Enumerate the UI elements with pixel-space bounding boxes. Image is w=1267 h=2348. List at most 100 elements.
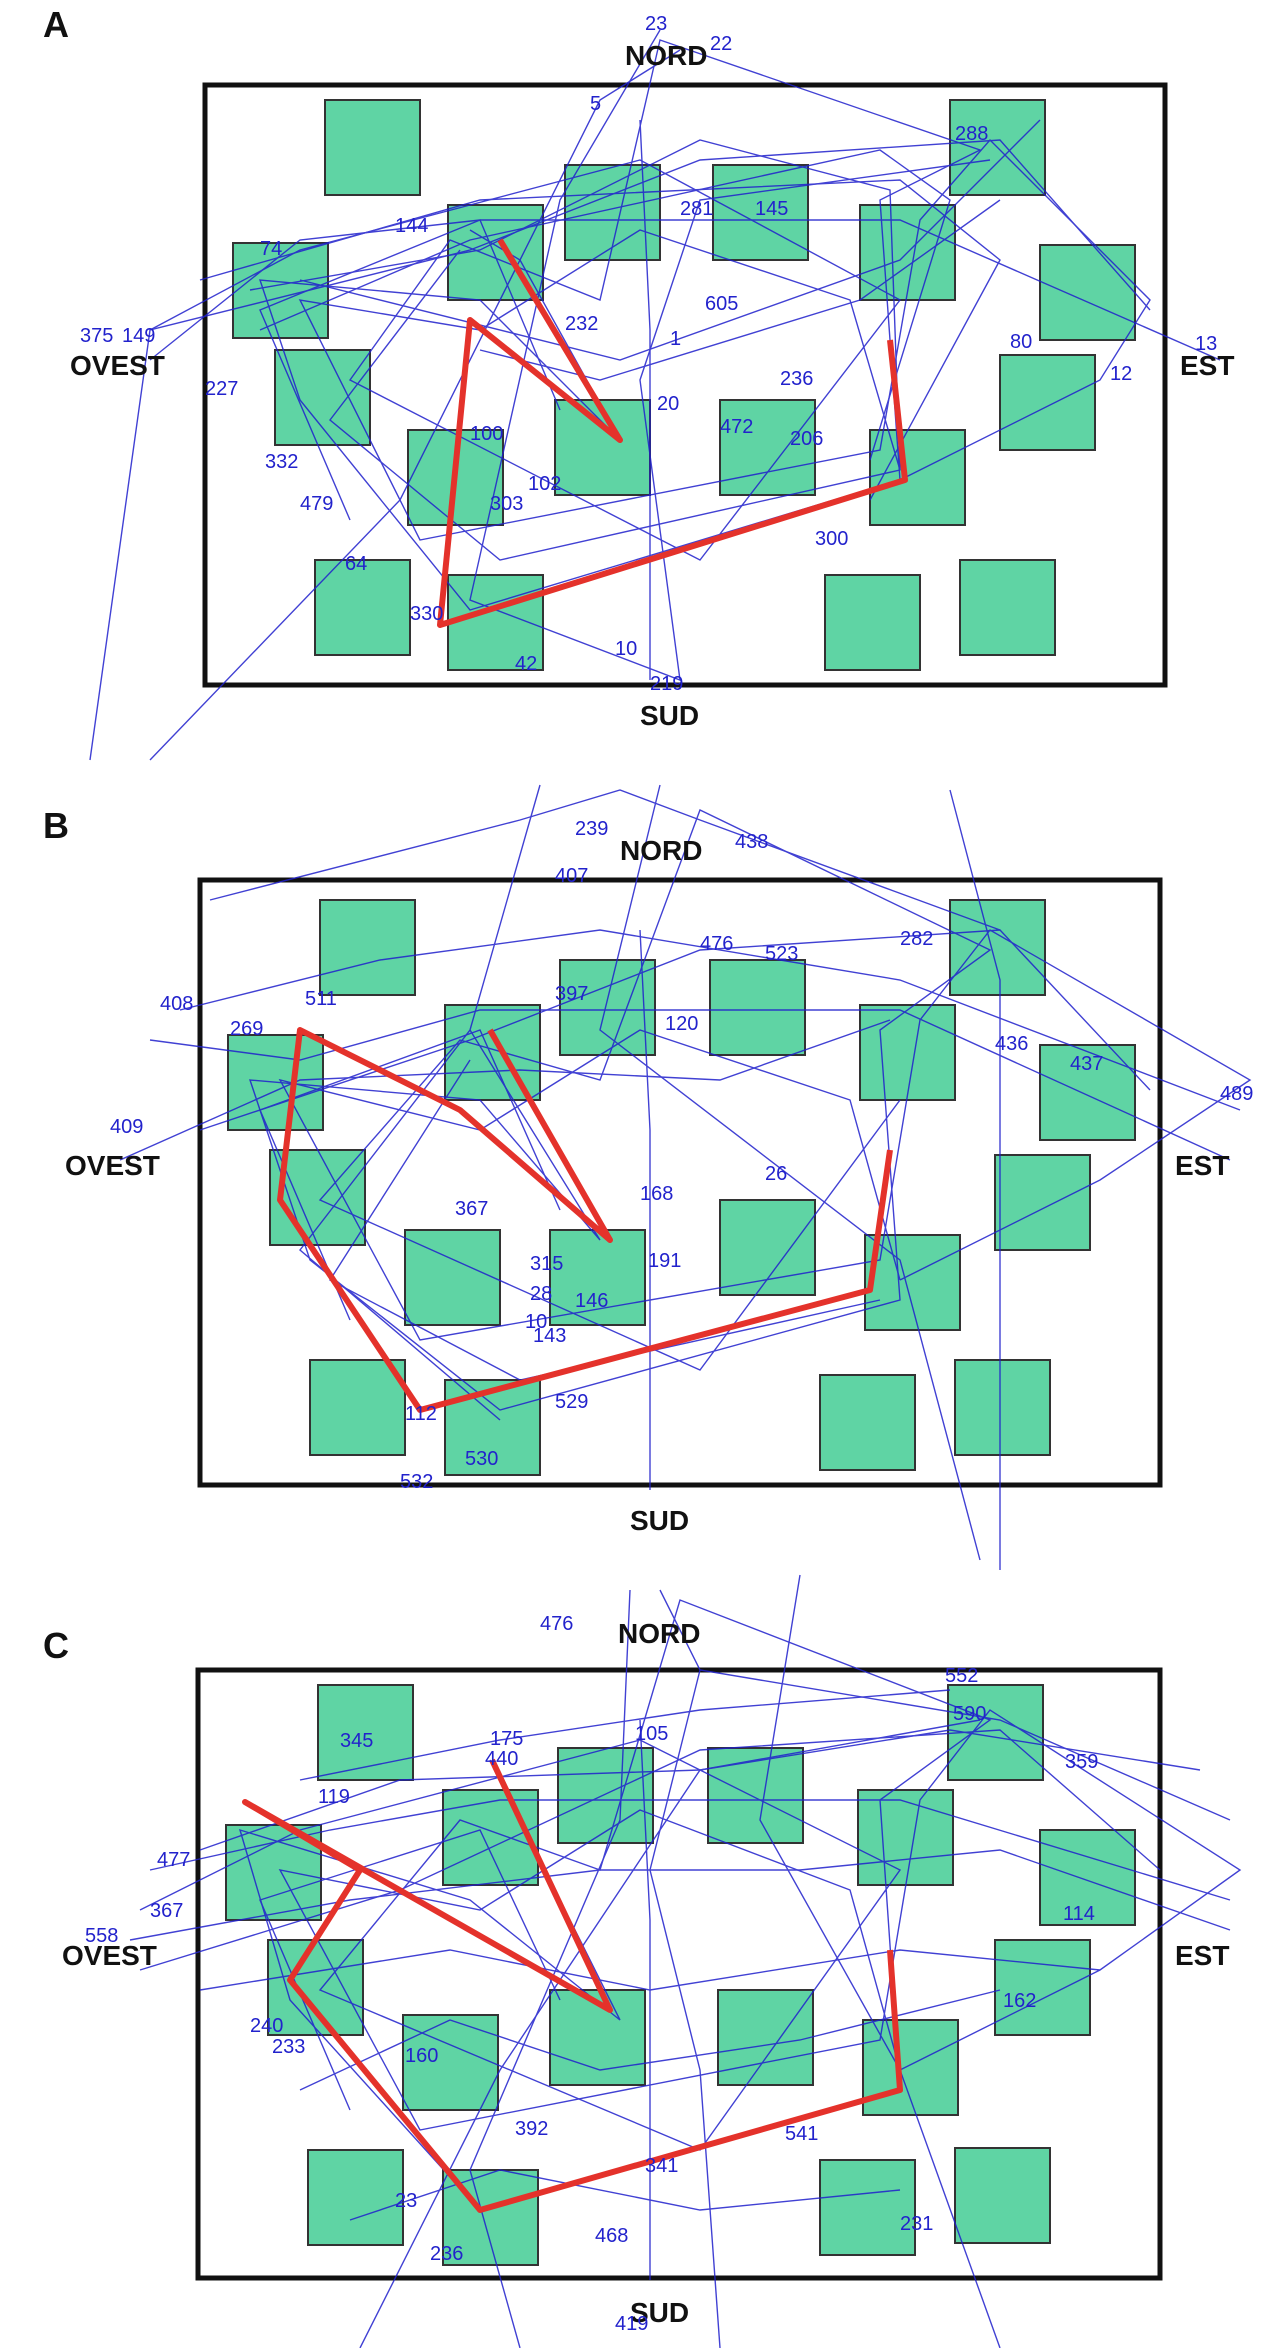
fixation-number: 236: [780, 368, 813, 390]
fixation-number: 232: [565, 313, 598, 335]
fixation-number: 236: [430, 2243, 463, 2265]
fixation-number: 523: [765, 943, 798, 965]
direction-labels: NORD SUD OVEST EST: [70, 40, 1234, 731]
panel-b: B: [0, 780, 1267, 1570]
panel-c: C: [0, 1570, 1267, 2348]
highlight-path: [242, 1758, 903, 2213]
fixation-number: 345: [340, 1730, 373, 1752]
fixation-number: 144: [395, 215, 428, 237]
fixation-number: 80: [1010, 331, 1032, 353]
fixation-numbers: 239 407 438 408 511 476 523 282 269 397 …: [110, 818, 1253, 1493]
west-label: OVEST: [70, 350, 165, 381]
fixation-number: 332: [265, 451, 298, 473]
trajectory-plot: NORD SUD OVEST EST 239 407 438 408 511 4…: [65, 784, 1253, 1570]
fixation-number: 231: [900, 2213, 933, 2235]
room-frame: [197, 877, 1163, 1488]
fixation-number: 149: [122, 325, 155, 347]
north-label: NORD: [620, 835, 702, 866]
fixation-number: 162: [1003, 1990, 1036, 2012]
fixation-number: 407: [555, 865, 588, 887]
fixation-number: 330: [410, 603, 443, 625]
fixation-number: 558: [85, 1925, 118, 1947]
fixation-number: 590: [953, 1703, 986, 1725]
fixation-number: 397: [555, 983, 588, 1005]
east-label: EST: [1175, 1940, 1229, 1971]
fixation-number: 511: [305, 988, 337, 1010]
trajectory-plot: NORD SUD OVEST EST 23 22 5 288 144 74 28…: [70, 13, 1234, 761]
green-squares: [225, 1684, 1136, 2266]
fixation-number: 408: [160, 993, 193, 1015]
fixation-number: 5: [590, 93, 601, 115]
fixation-number: 23: [395, 2190, 417, 2212]
fixation-number: 114: [1063, 1903, 1095, 1925]
direction-labels: NORD SUD OVEST EST: [62, 1618, 1229, 2328]
fixation-number: 409: [110, 1116, 143, 1138]
fixation-number: 552: [945, 1665, 978, 1687]
green-squares: [227, 899, 1136, 1476]
fixation-number: 489: [1220, 1083, 1253, 1105]
fixation-number: 145: [755, 198, 788, 220]
fixation-number: 375: [80, 325, 113, 347]
fixation-number: 477: [157, 1849, 190, 1871]
room-frame: [195, 1667, 1163, 2281]
north-label: NORD: [625, 40, 707, 71]
fixation-number: 1: [670, 328, 681, 350]
eye-traces: [89, 29, 1221, 761]
fixation-number: 28: [530, 1283, 552, 1305]
west-label: OVEST: [65, 1150, 160, 1181]
fixation-number: 532: [400, 1471, 433, 1493]
fixation-number: 472: [720, 416, 753, 438]
fixation-number: 10: [525, 1311, 547, 1333]
fixation-number: 479: [300, 493, 333, 515]
fixation-numbers: 23 22 5 288 144 74 281 145 605 232 1 20 …: [80, 13, 1217, 695]
south-label: SUD: [640, 700, 699, 731]
fixation-number: 367: [150, 1900, 183, 1922]
fixation-number: 20: [657, 393, 679, 415]
fixation-number: 120: [665, 1013, 698, 1035]
fixation-number: 206: [790, 428, 823, 450]
fixation-number: 476: [700, 933, 733, 955]
fixation-number: 541: [785, 2123, 818, 2145]
fixation-number: 64: [345, 553, 367, 575]
fixation-number: 13: [1195, 333, 1217, 355]
fixation-number: 300: [815, 528, 848, 550]
fixation-number: 269: [230, 1018, 263, 1040]
fixation-number: 26: [765, 1163, 787, 1185]
fixation-number: 239: [575, 818, 608, 840]
fixation-number: 476: [540, 1613, 573, 1635]
fixation-number: 12: [1110, 363, 1132, 385]
fixation-number: 437: [1070, 1053, 1103, 1075]
green-squares: [232, 99, 1136, 671]
fixation-number: 240: [250, 2015, 283, 2037]
east-label: EST: [1175, 1150, 1229, 1181]
fixation-number: 530: [465, 1448, 498, 1470]
fixation-number: 105: [635, 1723, 668, 1745]
fixation-number: 468: [595, 2225, 628, 2247]
fixation-number: 23: [645, 13, 667, 35]
fixation-number: 436: [995, 1033, 1028, 1055]
east-label: EST: [1180, 350, 1234, 381]
south-label: SUD: [630, 1505, 689, 1536]
panel-label: A: [43, 4, 69, 45]
fixation-number: 160: [405, 2045, 438, 2067]
fixation-number: 367: [455, 1198, 488, 1220]
fixation-number: 10: [615, 638, 637, 660]
fixation-number: 282: [900, 928, 933, 950]
fixation-number: 168: [640, 1183, 673, 1205]
panel-a: A: [0, 0, 1267, 780]
highlight-path: [437, 238, 908, 628]
fixation-number: 191: [648, 1250, 681, 1272]
west-label: OVEST: [62, 1940, 157, 1971]
fixation-number: 438: [735, 831, 768, 853]
fixation-number: 440: [485, 1748, 518, 1770]
fixation-number: 303: [490, 493, 523, 515]
fixation-number: 146: [575, 1290, 608, 1312]
fixation-number: 74: [260, 238, 282, 260]
panel-label: B: [43, 805, 69, 846]
fixation-number: 102: [528, 473, 561, 495]
north-label: NORD: [618, 1618, 700, 1649]
trajectory-plot: NORD SUD OVEST EST 476 552 345 175 440 1…: [62, 1574, 1242, 2348]
fixation-number: 419: [615, 2313, 648, 2335]
fixation-number: 42: [515, 653, 537, 675]
fixation-number: 227: [205, 378, 238, 400]
